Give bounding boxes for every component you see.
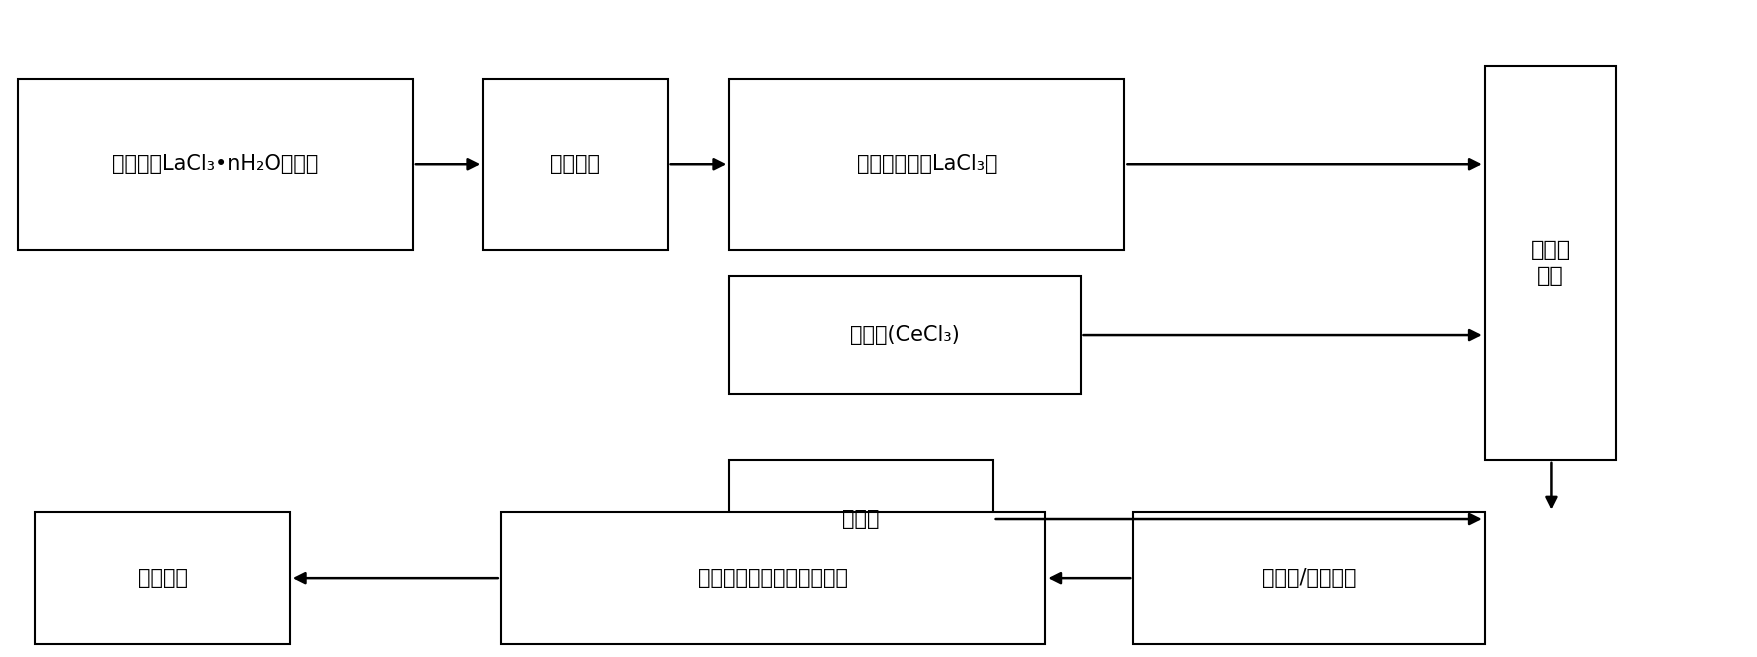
Bar xyxy=(729,79,1124,250)
Bar xyxy=(483,79,668,250)
Bar xyxy=(501,512,1045,644)
Text: 氯化镐(CeCl₃): 氯化镐(CeCl₃) xyxy=(850,325,959,345)
Text: 氯化酁（LaCl₃•nH₂O）原料: 氯化酁（LaCl₃•nH₂O）原料 xyxy=(112,154,318,174)
Text: 脱氧剂: 脱氧剂 xyxy=(842,509,880,529)
Text: 非真空崛墙下降法生长晶体: 非真空崛墙下降法生长晶体 xyxy=(698,568,849,588)
Bar xyxy=(35,512,290,644)
Text: 配比、
混料: 配比、 混料 xyxy=(1530,240,1571,286)
Text: 晶体退火: 晶体退火 xyxy=(137,568,188,588)
Text: 烘干脱水: 烘干脱水 xyxy=(550,154,601,174)
Bar xyxy=(1133,512,1485,644)
Bar xyxy=(1485,66,1616,460)
Bar xyxy=(729,276,1081,394)
Bar xyxy=(729,460,993,578)
Text: 装崛墙/密封崛墙: 装崛墙/密封崛墙 xyxy=(1262,568,1356,588)
Bar xyxy=(18,79,413,250)
Text: 无水氯化酁（LaCl₃）: 无水氯化酁（LaCl₃） xyxy=(857,154,996,174)
